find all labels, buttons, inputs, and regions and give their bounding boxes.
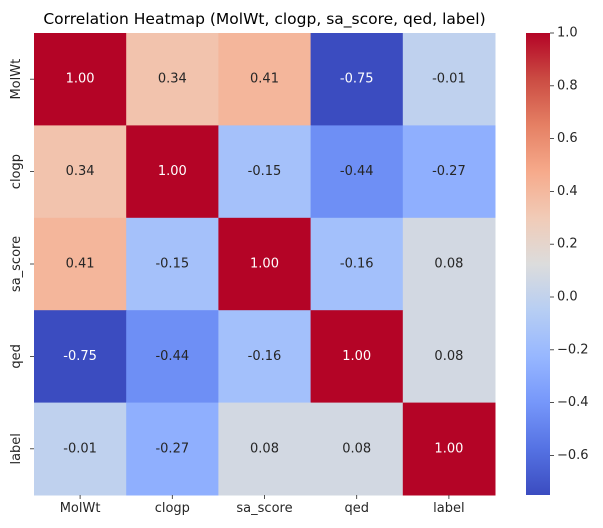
cell-value-label: -0.15: [248, 164, 282, 179]
heatmap-cell: [34, 125, 127, 219]
colorbar-tick-label: −0.6: [557, 448, 589, 463]
cell-value-label: 0.08: [250, 441, 279, 456]
colorbar-gradient: [526, 33, 550, 495]
cell-value-label: 0.41: [250, 72, 279, 87]
heatmap-cell: [402, 125, 496, 219]
heatmap-cell: [218, 217, 312, 311]
colorbar-tick-label: 0.6: [557, 131, 578, 146]
cell-value-label: 1.00: [250, 257, 279, 272]
heatmap-cell: [34, 310, 127, 404]
cell-value-label: -0.27: [432, 164, 466, 179]
y-tick-label: label: [9, 433, 24, 464]
colorbar-tick-label: 0.2: [557, 237, 578, 252]
y-tick-label: sa_score: [9, 236, 24, 292]
heatmap-cell: [310, 125, 404, 219]
heatmap-cell: [310, 402, 404, 496]
cell-value-label: -0.01: [63, 441, 97, 456]
heatmap-cell: [402, 402, 496, 496]
colorbar-tick-label: 0.8: [557, 78, 578, 93]
chart-title: Correlation Heatmap (MolWt, clogp, sa_sc…: [43, 10, 485, 29]
heatmap-cell: [126, 402, 219, 496]
y-tick-label: MolWt: [9, 59, 24, 100]
heatmap-cell: [218, 310, 312, 404]
colorbar: 1.0 0.8 0.6 0.4 0.2 0.0 −0.2 −0.4 −0.6: [526, 26, 589, 495]
colorbar-tick-label: −0.4: [557, 395, 589, 410]
cell-value-label: -0.15: [155, 257, 189, 272]
heatmap-cell: [126, 33, 219, 126]
heatmap-cell: [126, 125, 219, 219]
x-tick-label: MolWt: [60, 501, 101, 516]
heatmap-cell: [218, 33, 312, 126]
cell-value-label: 0.08: [434, 349, 463, 364]
heatmap-cell: [310, 217, 404, 311]
x-tick-label: label: [433, 501, 464, 516]
cell-value-label: 0.34: [158, 72, 187, 87]
heatmap-cell: [34, 33, 127, 126]
cell-value-label: -0.16: [340, 257, 374, 272]
x-tick-label: qed: [344, 501, 369, 516]
cell-value-label: 1.00: [158, 164, 187, 179]
x-tick-label: clogp: [155, 501, 190, 516]
heatmap-cell: [402, 33, 496, 126]
cell-value-label: 1.00: [342, 349, 371, 364]
heatmap-cell: [402, 217, 496, 311]
heatmap-cell: [402, 310, 496, 404]
y-tick-label: clogp: [9, 154, 24, 189]
cell-value-label: 0.08: [434, 257, 463, 272]
heatmap-cell: [218, 402, 312, 496]
cell-value-label: -0.44: [155, 349, 189, 364]
cell-value-label: -0.75: [340, 72, 374, 87]
colorbar-tick-label: 1.0: [557, 26, 578, 41]
heatmap-cells: 1.00 0.34 0.41 -0.75 -0.01 0.34 1.00 -0.15 -0.44…: [34, 33, 496, 496]
y-tick-label: qed: [9, 344, 24, 369]
heatmap-cell: [126, 217, 219, 311]
x-axis: MolWt clogp sa_score qed label: [60, 495, 465, 516]
cell-value-label: -0.44: [340, 164, 374, 179]
colorbar-tick-label: 0.0: [557, 290, 578, 305]
cell-value-label: -0.16: [248, 349, 282, 364]
heatmap-cell: [310, 310, 404, 404]
cell-value-label: -0.27: [155, 441, 189, 456]
cell-value-label: 1.00: [66, 72, 95, 87]
cell-value-label: 0.08: [342, 441, 371, 456]
heatmap-cell: [218, 125, 312, 219]
cell-value-label: 1.00: [434, 441, 463, 456]
x-tick-label: sa_score: [236, 501, 292, 516]
cell-value-label: 0.41: [66, 257, 95, 272]
heatmap-cell: [310, 33, 404, 126]
cell-value-label: -0.01: [432, 72, 466, 87]
cell-value-label: 0.34: [66, 164, 95, 179]
heatmap-cell: [126, 310, 219, 404]
colorbar-tick-label: −0.2: [557, 342, 589, 357]
colorbar-tick-label: 0.4: [557, 184, 578, 199]
heatmap-cell: [34, 402, 127, 496]
heatmap-cell: [34, 217, 127, 311]
cell-value-label: -0.75: [63, 349, 97, 364]
